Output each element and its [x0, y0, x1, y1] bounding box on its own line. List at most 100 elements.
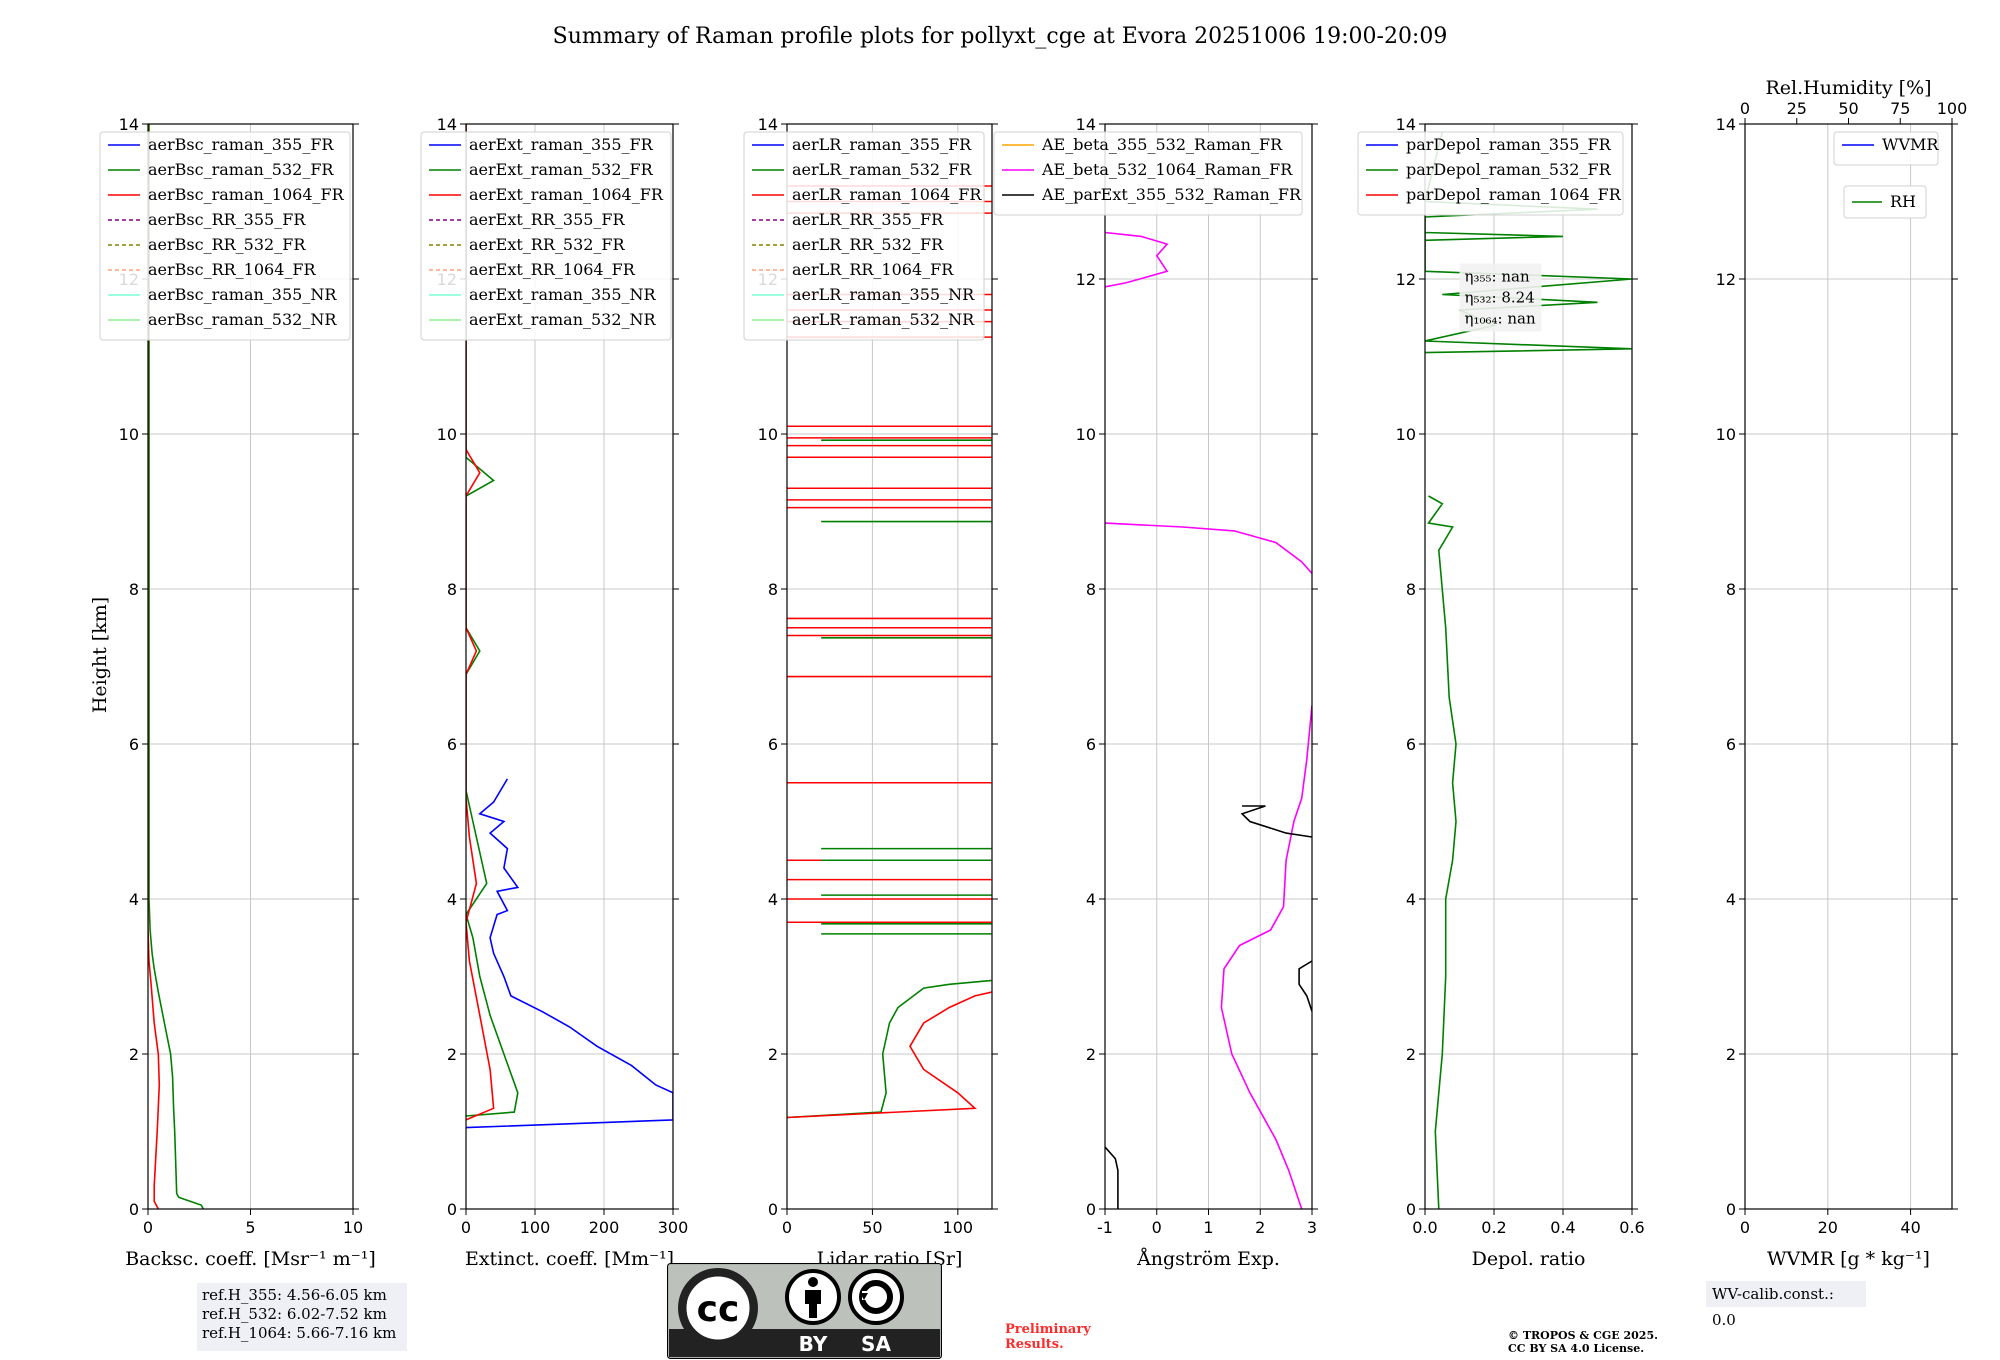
legend-label: parDepol_raman_532_FR	[1406, 160, 1612, 179]
x-tick-label: 5	[245, 1218, 255, 1237]
x-axis-label: Backsc. coeff. [Msr⁻¹ m⁻¹]	[125, 1248, 376, 1270]
eta-annotation: η₃₅₅: nan η₅₃₂: 8.24 η₁₀₆₄: nan	[1459, 263, 1542, 332]
legend-box	[99, 131, 351, 341]
y-tick-label: 2	[447, 1045, 457, 1064]
cc-text: cc	[697, 1289, 740, 1330]
preliminary-note: Preliminary Results.	[1005, 1322, 1091, 1352]
legend-label: aerLR_RR_1064_FR	[792, 260, 954, 279]
series-parDepol_raman_532_FR	[1427, 495, 1457, 1209]
legend-depol: parDepol_raman_355_FR parDepol_raman_532_…	[1357, 131, 1624, 216]
x-tick-label: 2	[1255, 1218, 1265, 1237]
legend-label: aerLR_RR_355_FR	[792, 210, 944, 229]
y-tick-label: 4	[1086, 890, 1096, 909]
copyright-line-1: © TROPOS & CGE 2025.	[1508, 1329, 1658, 1342]
x-tick-label: 0.6	[1619, 1218, 1644, 1237]
legend-label: parDepol_raman_355_FR	[1406, 135, 1612, 154]
ref-height-1064: ref.H_1064: 5.66-7.16 km	[202, 1324, 397, 1342]
legend-label: aerBsc_raman_1064_FR	[148, 185, 345, 204]
by-label: BY	[799, 1332, 828, 1356]
axes-frame	[1424, 123, 1633, 1210]
x-tick-label: 40	[1900, 1218, 1920, 1237]
y-tick-label: 10	[1396, 425, 1416, 444]
series-aerLR_raman_532_FR	[787, 979, 992, 1119]
y-tick-label: 0	[768, 1200, 778, 1219]
y-tick-label: 4	[1726, 890, 1736, 909]
y-tick-label: 8	[1406, 580, 1416, 599]
x-axis-label: WVMR [g * kg⁻¹]	[1767, 1248, 1930, 1270]
legend-label: aerExt_raman_532_NR	[469, 310, 657, 329]
x-axis-label: Ångström Exp.	[1136, 1248, 1280, 1270]
y-tick-label: 8	[1086, 580, 1096, 599]
x-tick-label: 0.2	[1481, 1218, 1506, 1237]
legend-label: aerLR_raman_532_NR	[792, 310, 975, 329]
series-AE_parExt_355_532_Raman_FR-c	[1298, 960, 1312, 1012]
axes-frame	[465, 123, 674, 1210]
legend-label: aerLR_raman_1064_FR	[792, 185, 982, 204]
axes-frame	[1744, 123, 1953, 1210]
y-tick-label: 0	[129, 1200, 139, 1219]
x-tick-label: 100	[520, 1218, 551, 1237]
y-tick-label: 10	[119, 425, 139, 444]
x-tick-label: 100	[943, 1218, 974, 1237]
legend-box	[743, 131, 985, 341]
legend-label: aerExt_RR_1064_FR	[469, 260, 636, 279]
y-tick-label: 6	[447, 735, 457, 754]
legend-label: aerLR_raman_355_FR	[792, 135, 972, 154]
x-axis-label: Depol. ratio	[1472, 1248, 1586, 1270]
top-x-tick-label: 25	[1787, 99, 1807, 118]
y-tick-label: 12	[1076, 270, 1096, 289]
legend-box	[420, 131, 672, 341]
eta-value: η₃₅₅: nan	[1465, 268, 1530, 286]
axes-frame	[786, 123, 993, 1210]
legend-label: aerExt_RR_532_FR	[469, 235, 626, 254]
legend-label: aerLR_raman_532_FR	[792, 160, 972, 179]
y-tick-label: 0	[1406, 1200, 1416, 1219]
series-aerExt_raman_355_FR	[466, 778, 673, 1129]
x-tick-label: 10	[343, 1218, 363, 1237]
legend-label: AE_beta_532_1064_Raman_FR	[1041, 160, 1293, 179]
top-x-tick-label: 0	[1740, 99, 1750, 118]
series-AE_parExt_355_532_Raman_FR-b	[1240, 805, 1312, 838]
y-tick-label: 0	[1086, 1200, 1096, 1219]
x-tick-label: 50	[862, 1218, 882, 1237]
y-tick-label: 2	[129, 1045, 139, 1064]
plot-area-backscatter	[148, 124, 205, 1209]
y-tick-label: 10	[1076, 425, 1096, 444]
y-tick-label: 8	[1726, 580, 1736, 599]
top-x-axis-label: Rel.Humidity [%]	[1765, 77, 1931, 99]
ref-height-532: ref.H_532: 6.02-7.52 km	[202, 1305, 387, 1323]
y-tick-label: 4	[447, 890, 457, 909]
y-tick-label: 10	[1716, 425, 1736, 444]
x-tick-label: 0	[1152, 1218, 1162, 1237]
eta-value: η₁₀₆₄: nan	[1465, 310, 1536, 328]
top-x-tick-label: 50	[1838, 99, 1858, 118]
ref-height-355: ref.H_355: 4.56-6.05 km	[202, 1286, 387, 1304]
legend-backscatter: aerBsc_raman_355_FR aerBsc_raman_532_FRae…	[99, 131, 351, 341]
panel-backscatter: 051002468101214Backsc. coeff. [Msr⁻¹ m⁻¹…	[99, 115, 376, 1270]
x-tick-label: 200	[589, 1218, 620, 1237]
series-aerBsc_raman_1064_FR	[148, 124, 161, 1209]
y-axis-label: Height [km]	[89, 597, 111, 713]
legend-label: AE_beta_355_532_Raman_FR	[1041, 135, 1283, 154]
plot-area-angstrom	[1105, 231, 1312, 1209]
wv-calib-box: WV-calib.const.: 0.0	[1706, 1281, 1866, 1329]
panel-depol: 0.0 0.2 0.4 0.6 0 2 4 6 8 10 12 14 Depol. ratio parDe…	[1357, 115, 1645, 1270]
y-tick-label: 6	[1406, 735, 1416, 754]
top-x-tick-label: 75	[1890, 99, 1910, 118]
preliminary-line-2: Results.	[1005, 1337, 1064, 1352]
legend-label: RH	[1890, 192, 1916, 211]
legend-label: AE_parExt_355_532_Raman_FR	[1041, 185, 1302, 204]
legend-box	[1357, 131, 1624, 216]
legend-box-rh	[1843, 185, 1927, 219]
y-tick-label: 6	[1086, 735, 1096, 754]
x-tick-label: 0	[1740, 1218, 1750, 1237]
y-tick-label: 6	[1726, 735, 1736, 754]
legend-label: aerBsc_raman_532_FR	[148, 160, 334, 179]
series-aerExt_raman_1064_FR	[466, 124, 495, 1121]
legend-label: aerBsc_raman_355_FR	[148, 135, 334, 154]
panel-wvmr: 0 20 40 0 2 4 6 8 10 12 14 WVMR [g * kg⁻¹] 0 25 50 75 10…	[1716, 77, 1968, 1270]
y-tick-label: 8	[129, 580, 139, 599]
legend-label: aerExt_raman_355_NR	[469, 285, 657, 304]
legend-label: aerBsc_RR_1064_FR	[148, 260, 317, 279]
